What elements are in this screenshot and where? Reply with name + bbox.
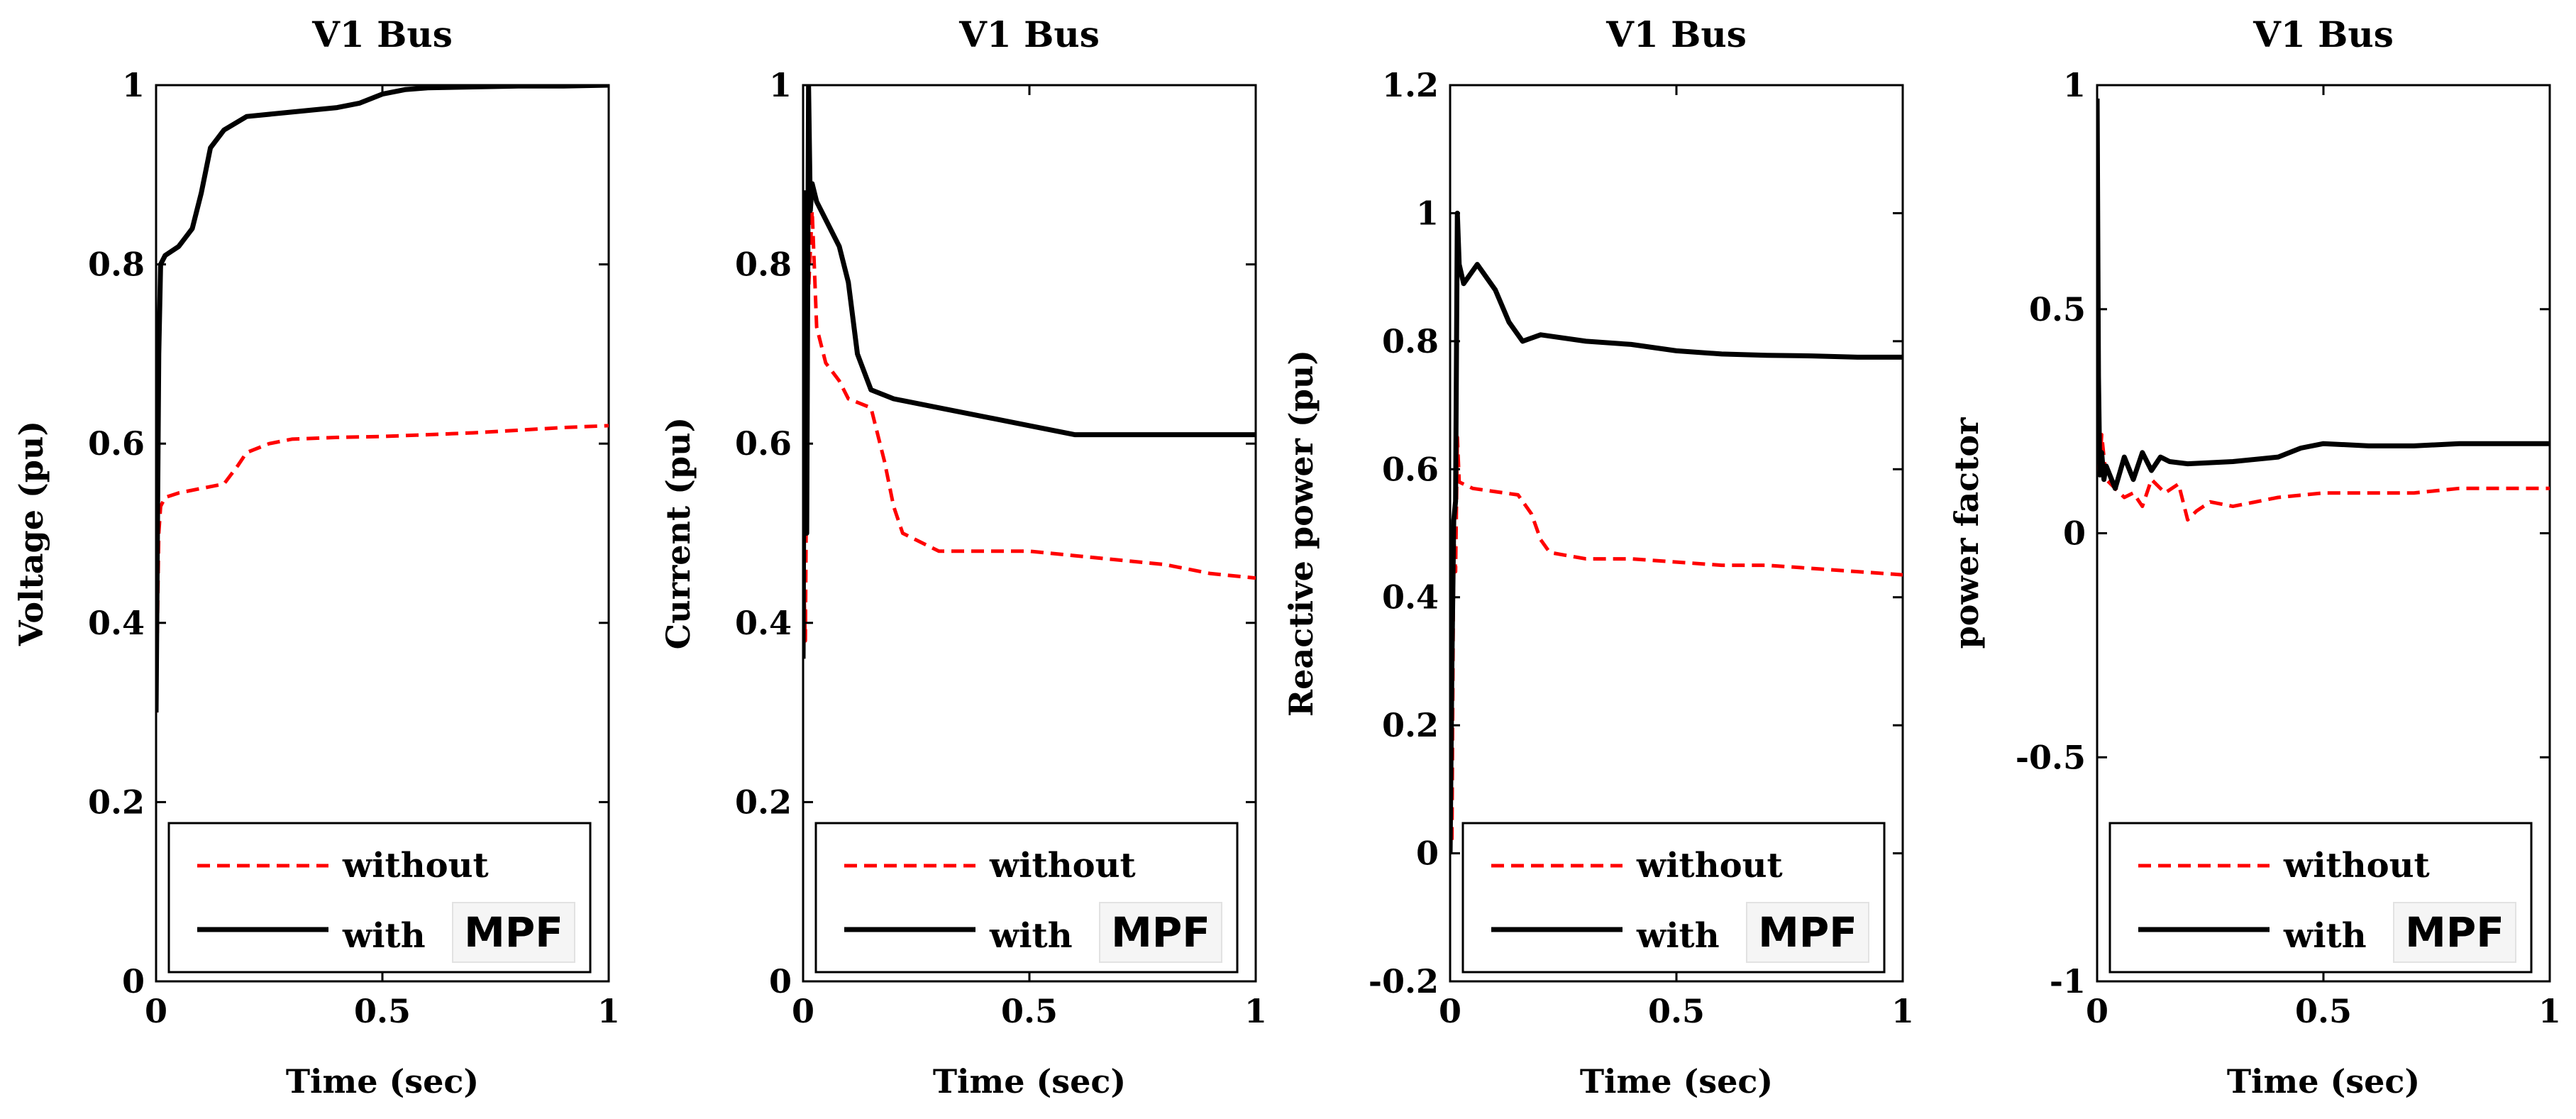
chart-title: V1 Bus (1605, 13, 1747, 55)
mpf-patch (1746, 902, 1869, 963)
series-line-with (156, 85, 609, 713)
y-tick-label: -0.2 (1369, 962, 1439, 1001)
y-tick-label: 0.5 (2029, 290, 2086, 329)
y-tick-label: 0.8 (1382, 322, 1439, 360)
y-tick-label: 0.2 (735, 783, 792, 821)
y-tick-label: 0 (2063, 514, 2086, 553)
y-tick-label: 0 (1416, 834, 1439, 873)
y-tick-label: 0 (122, 962, 145, 1001)
legend-label-mpf: MPF (2405, 908, 2504, 957)
chart-panel-1: V1 Bus 0 0.2 0.4 0.6 0.8 1 0 0.5 1 Time (sec) Volta… (12, 13, 620, 1101)
y-tick-label: 0.4 (735, 604, 792, 642)
x-axis-label: Time (sec) (2227, 1062, 2420, 1101)
mpf-patch (452, 902, 575, 963)
legend-label-with: with (2283, 916, 2367, 956)
series-line-without (803, 209, 1256, 643)
x-tick-label: 1 (1244, 992, 1267, 1030)
legend: without with MPF (1461, 822, 1886, 974)
legend-label-without: without (1636, 846, 1783, 886)
x-tick-label: 0 (145, 992, 167, 1030)
x-tick-label: 0 (2086, 992, 2108, 1030)
x-axis-label: Time (sec) (286, 1062, 479, 1101)
y-tick-label: 0.4 (88, 604, 145, 642)
y-tick-label: 1 (1416, 194, 1439, 232)
legend-label-with: with (989, 916, 1073, 956)
legend: without with MPF (814, 822, 1239, 974)
legend: without with MPF (2108, 822, 2533, 974)
x-tick-label: 0.5 (354, 992, 411, 1030)
legend: without with MPF (167, 822, 592, 974)
y-tick-label: 0.8 (735, 246, 792, 284)
legend-label-with: with (1636, 916, 1720, 956)
chart-panel-4: V1 Bus -1 -0.5 0 0.5 1 0 0.5 1 Time (sec) power fa… (1947, 13, 2561, 1101)
y-axis-label: Reactive power (pu) (1282, 350, 1320, 717)
legend-label-without: without (2283, 846, 2430, 886)
x-tick-label: 0 (792, 992, 814, 1030)
chart-title: V1 Bus (2252, 13, 2394, 55)
y-axis-label: power factor (1947, 417, 1986, 649)
x-tick-label: 0 (1439, 992, 1461, 1030)
y-tick-label: 1 (122, 66, 145, 104)
y-tick-label: -1 (2050, 962, 2086, 1001)
legend-label-mpf: MPF (1111, 908, 1210, 957)
legend-label-mpf: MPF (1758, 908, 1857, 957)
mpf-patch (2393, 902, 2516, 963)
legend-box (167, 822, 592, 974)
chart-panel-2: V1 Bus 0 0.2 0.4 0.6 0.8 1 0 0.5 1 Time (sec) Curre… (659, 13, 1267, 1101)
legend-label-with: with (342, 916, 426, 956)
y-tick-label: 0.6 (735, 424, 792, 463)
y-axis-label: Voltage (pu) (12, 421, 50, 646)
series-line-with (2097, 98, 2550, 491)
mpf-patch (1099, 902, 1222, 963)
x-tick-label: 1 (1891, 992, 1914, 1030)
series-line-without (2097, 433, 2550, 522)
y-tick-label: 0.4 (1382, 578, 1439, 617)
y-tick-label: 0.2 (1382, 706, 1439, 744)
y-tick-label: 0.6 (88, 424, 145, 463)
y-tick-label: 0.8 (88, 246, 145, 284)
x-tick-label: 0.5 (1001, 992, 1058, 1030)
y-axis-label: Current (pu) (659, 417, 697, 650)
y-tick-label: -0.5 (2016, 738, 2086, 776)
chart-title: V1 Bus (311, 13, 453, 55)
x-axis-label: Time (sec) (933, 1062, 1126, 1101)
series-line-with (803, 85, 1256, 659)
y-tick-label: 0.6 (1382, 450, 1439, 488)
legend-label-without: without (342, 846, 489, 886)
y-tick-label: 1 (769, 66, 792, 104)
series-line-without (156, 424, 609, 713)
y-tick-label: 1 (2063, 66, 2086, 104)
series-line-without (1450, 435, 1903, 842)
legend-label-mpf: MPF (464, 908, 563, 957)
x-tick-label: 0.5 (1648, 992, 1705, 1030)
x-tick-label: 1 (597, 992, 620, 1030)
y-tick-label: 0.2 (88, 783, 145, 821)
x-axis-label: Time (sec) (1580, 1062, 1773, 1101)
chart-title: V1 Bus (958, 13, 1100, 55)
x-tick-label: 0.5 (2295, 992, 2352, 1030)
x-tick-label: 1 (2538, 992, 2561, 1030)
y-tick-label: 0 (769, 962, 792, 1001)
y-tick-label: 1.2 (1382, 66, 1439, 104)
series-line-with (1450, 210, 1903, 854)
legend-label-without: without (989, 846, 1136, 886)
